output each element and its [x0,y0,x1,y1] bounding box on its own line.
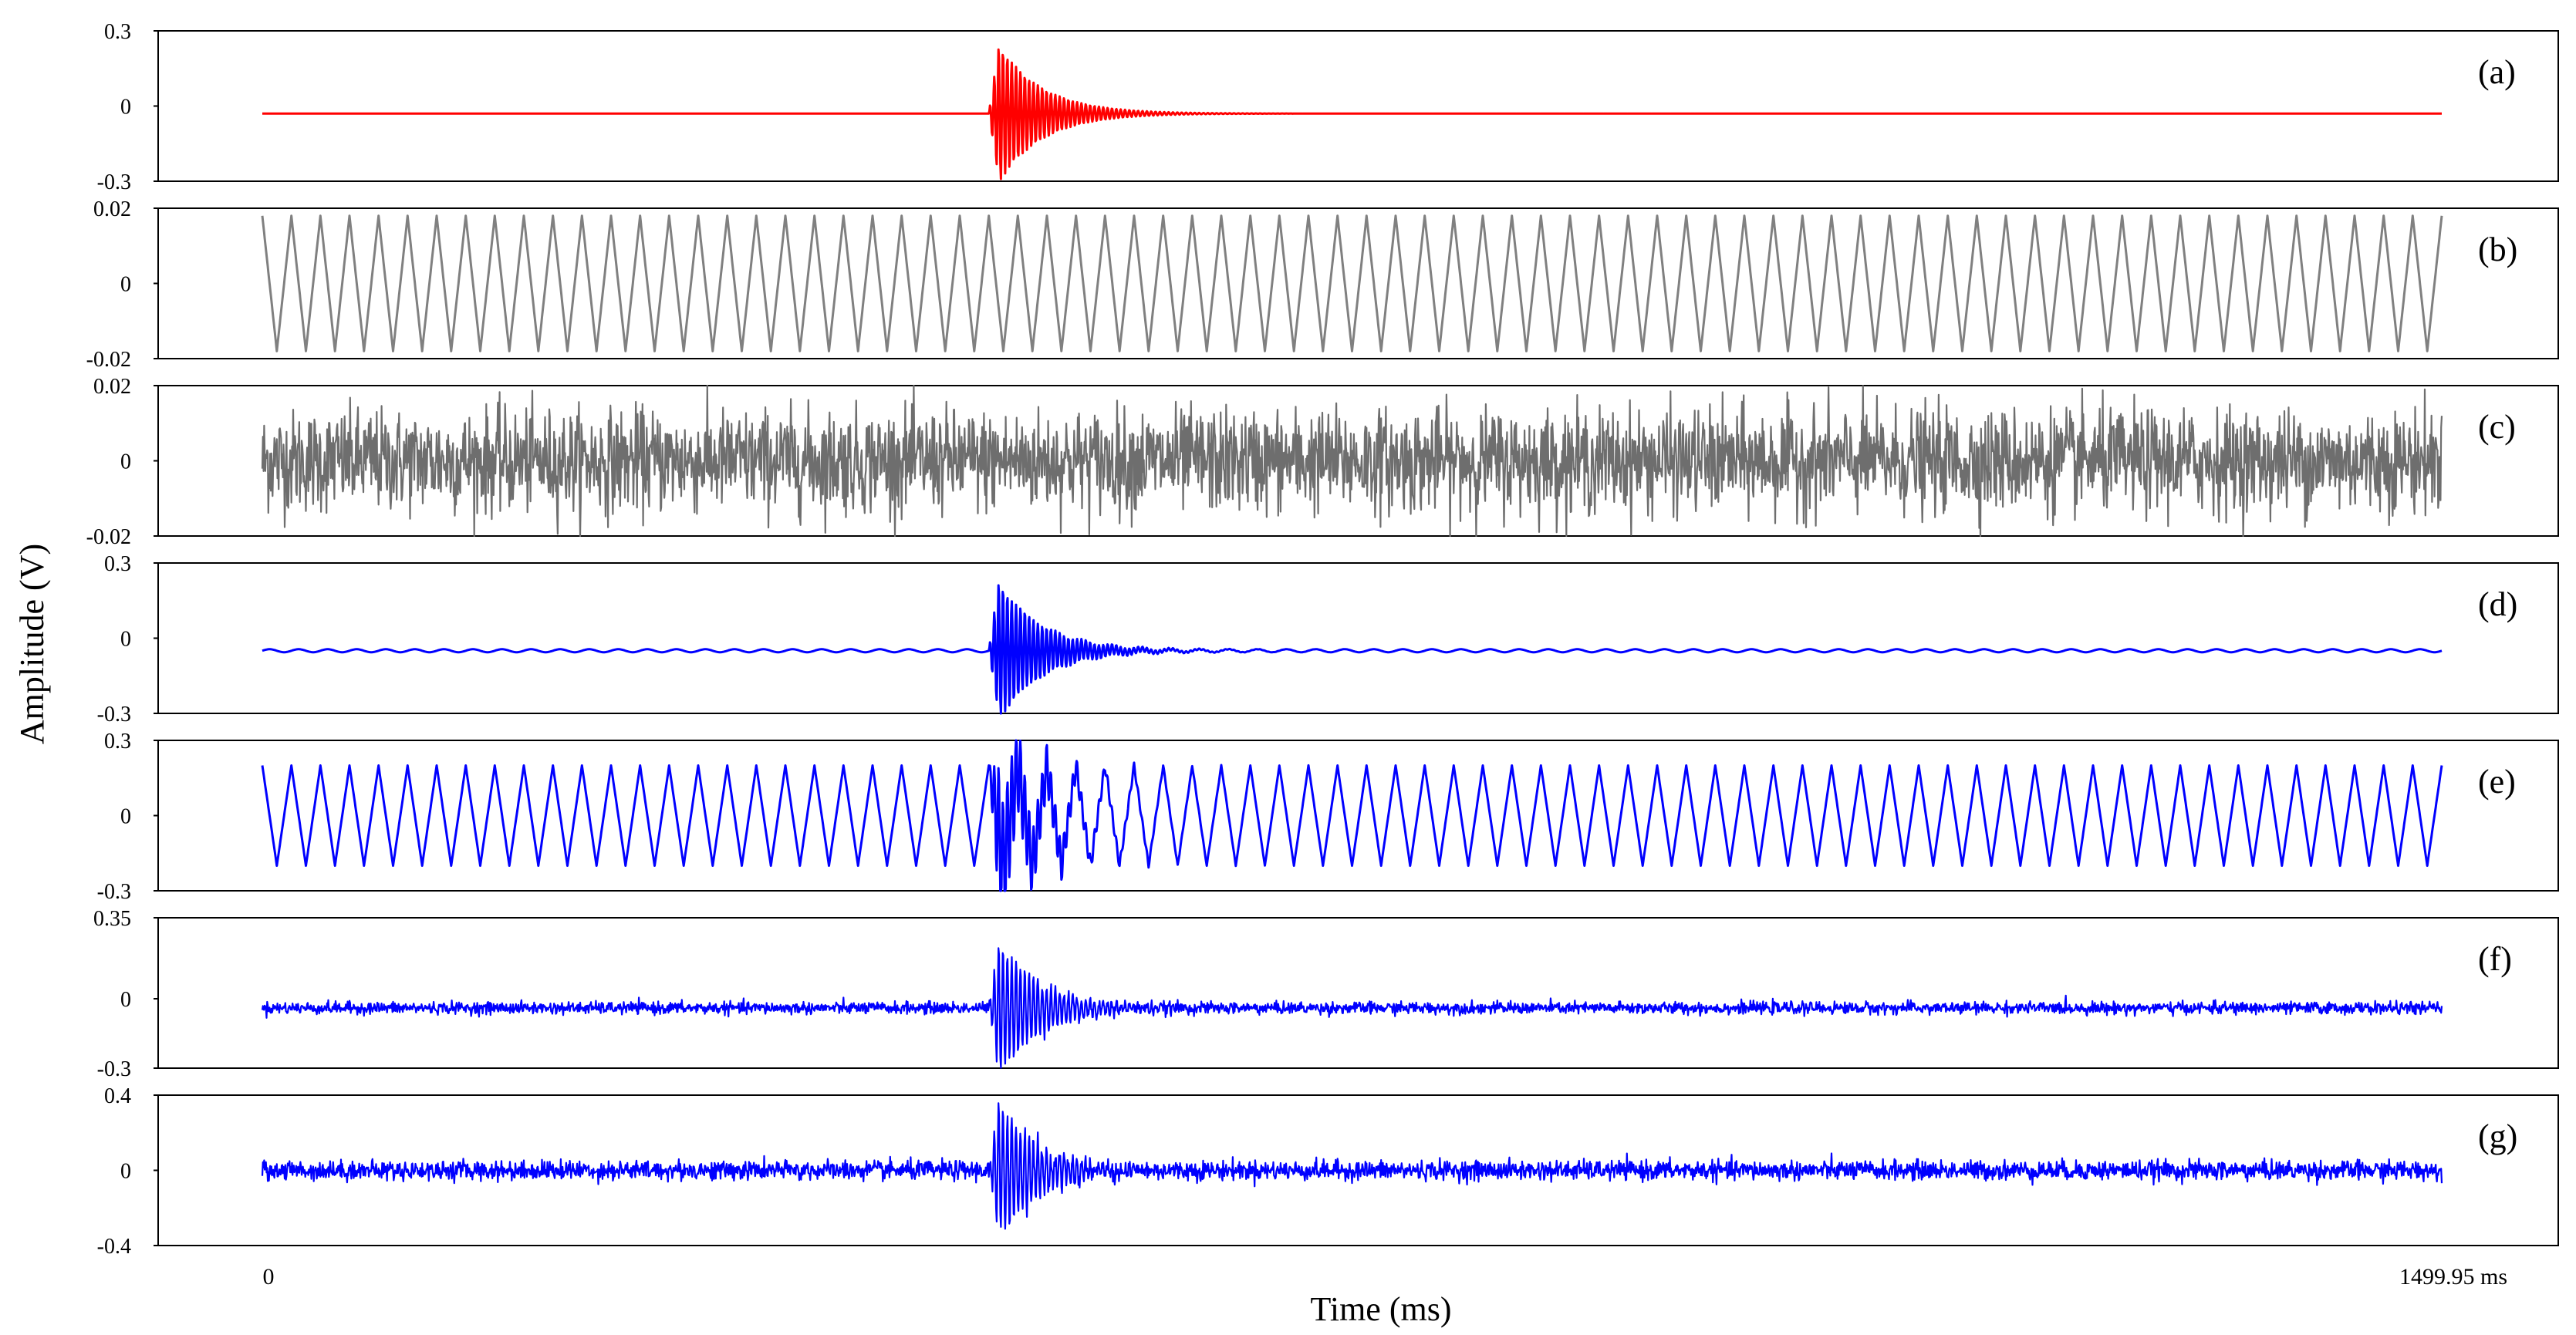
signal-trace-a [262,48,2443,180]
signal-trace-c [261,384,2443,538]
panel-f: 0.35 0 -0.3 (f) [93,907,2559,1081]
y-tick-label: 0.4 [104,1084,131,1108]
panel-g: 0.4 0 -0.4 (g) [97,1084,2559,1259]
y-tick-label: -0.3 [97,880,131,904]
y-tick-label: 0 [120,96,131,120]
panel-frame [157,562,2559,714]
y-axis-label: Amplitude (V) [13,544,51,744]
y-tick-label: -0.4 [97,1235,131,1259]
y-tick-label: 0 [120,628,131,652]
y-tick-label: 0.3 [104,20,131,44]
y-tick-label: -0.02 [86,525,131,549]
panel-label: (g) [2478,1118,2517,1155]
panel-frame [157,917,2559,1069]
panel-label: (d) [2478,585,2517,623]
panel-label: (c) [2478,408,2516,446]
x-tick-label-start: 0 [263,1264,275,1289]
y-tick-label: 0 [120,988,131,1012]
signal-trace-g [261,1102,2443,1230]
panel-label: (a) [2478,53,2516,91]
y-tick-label: 0 [120,1160,131,1184]
y-tick-label: -0.02 [86,348,131,372]
y-tick-label: 0.3 [104,730,131,753]
y-tick-label: 0.02 [93,375,131,399]
y-tick-label: 0 [120,805,131,829]
panel-frame [157,30,2559,182]
y-tick-label: 0 [120,450,131,474]
signal-trace-e [261,739,2443,892]
panels-group: 0.3 0 -0.3 (a) 0.02 0 -0.02 (b) 0.02 0 -0.02 (c) 0.3… [86,20,2559,1259]
panel-d: 0.3 0 -0.3 (d) [97,552,2559,726]
y-tick-label: 0.3 [104,552,131,576]
panel-a: 0.3 0 -0.3 (a) [97,20,2559,194]
y-tick-label: -0.3 [97,703,131,726]
panel-label: (b) [2478,231,2517,268]
panel-label: (e) [2478,763,2516,801]
x-tick-label-end: 1499.95 ms [2399,1264,2507,1289]
signal-trace-d [262,584,2443,715]
y-tick-label: -0.3 [97,1057,131,1081]
y-tick-label: 0 [120,273,131,297]
panel-b: 0.02 0 -0.02 (b) [86,197,2559,372]
y-tick-label: -0.3 [97,170,131,194]
panel-label: (f) [2478,940,2512,978]
signal-trace-b [261,214,2443,352]
panel-c: 0.02 0 -0.02 (c) [86,375,2559,549]
panel-e: 0.3 0 -0.3 (e) [97,730,2559,904]
x-axis-label: Time (ms) [1311,1290,1452,1328]
y-tick-label: 0.02 [93,197,131,221]
y-tick-label: 0.35 [93,907,131,931]
signal-trace-f [261,947,2443,1069]
